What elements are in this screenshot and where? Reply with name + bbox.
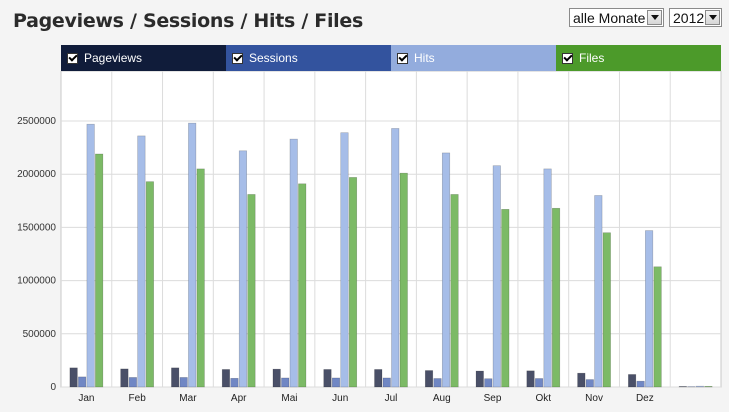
y-tick-label: 2500000	[17, 116, 56, 127]
legend-toggle-hits[interactable]: Hits	[391, 45, 556, 71]
bar-sessions	[433, 378, 442, 388]
bar-sessions	[636, 380, 645, 388]
chevron-down-icon[interactable]	[647, 10, 662, 25]
bar-chart: 0 500000 1000000 1500000 2000000 2500000 Jan Fe…	[17, 70, 722, 404]
chevron-down-icon[interactable]	[705, 10, 720, 25]
x-tick-label: Mar	[179, 393, 197, 404]
chart-legend: Pageviews Sessions Hits Files	[61, 45, 721, 71]
plot-background	[60, 70, 722, 388]
bar-hits	[137, 135, 146, 388]
bar-pageviews	[678, 386, 687, 388]
y-tick-label: 500000	[23, 329, 57, 340]
bar-files	[95, 153, 104, 388]
bar-pageviews	[171, 367, 180, 388]
bar-hits	[543, 168, 552, 388]
page-title: Pageviews / Sessions / Hits / Files	[13, 10, 363, 32]
bar-pageviews	[69, 367, 78, 388]
bar-hits	[594, 195, 603, 388]
bar-pageviews	[475, 370, 484, 388]
legend-toggle-files[interactable]: Files	[556, 45, 721, 71]
checkbox-checked-icon[interactable]	[397, 52, 408, 64]
x-tick-label: Jun	[332, 393, 348, 404]
bar-sessions	[484, 378, 493, 388]
month-select-value: alle Monate	[573, 9, 646, 26]
bar-pageviews	[577, 372, 586, 388]
bar-hits	[289, 138, 298, 388]
legend-label-sessions: Sessions	[249, 51, 298, 65]
legend-toggle-sessions[interactable]: Sessions	[226, 45, 391, 71]
x-tick-label: Nov	[585, 393, 603, 404]
bar-pageviews	[120, 368, 129, 388]
bar-files	[552, 207, 561, 388]
bar-sessions	[382, 377, 391, 388]
bar-pageviews	[628, 374, 637, 388]
x-tick-label: Aug	[433, 393, 451, 404]
x-tick-label: Apr	[231, 393, 247, 404]
bar-pageviews	[272, 368, 281, 388]
bar-pageviews	[221, 369, 230, 388]
x-tick-label: Sep	[484, 393, 502, 404]
y-tick-label: 0	[50, 382, 56, 393]
checkbox-checked-icon[interactable]	[562, 52, 573, 64]
bar-files	[247, 194, 256, 388]
chart-area: 0 500000 1000000 1500000 2000000 2500000 Jan Fe…	[0, 70, 729, 412]
bar-hits	[492, 165, 501, 388]
legend-label-pageviews: Pageviews	[84, 51, 143, 65]
bar-sessions	[331, 377, 341, 388]
x-tick-label: Feb	[129, 393, 147, 404]
x-tick-label: Jan	[78, 393, 94, 404]
bar-files	[348, 177, 358, 388]
bar-pageviews	[374, 369, 383, 388]
bar-hits	[188, 122, 197, 388]
y-tick-label: 2000000	[17, 169, 56, 180]
bar-hits	[645, 230, 654, 388]
bar-files	[653, 266, 662, 388]
bar-files	[298, 183, 307, 388]
month-select[interactable]: alle Monate	[569, 8, 664, 27]
bar-pageviews	[323, 369, 332, 388]
bar-files	[450, 194, 459, 388]
year-select-value: 2012	[673, 9, 705, 26]
bar-files	[196, 168, 205, 388]
y-tick-label: 1500000	[17, 222, 56, 233]
year-select[interactable]: 2012	[669, 8, 722, 27]
bar-files	[501, 209, 510, 388]
bar-pageviews	[424, 370, 434, 388]
checkbox-checked-icon[interactable]	[232, 52, 243, 64]
x-tick-label: Mai	[281, 393, 297, 404]
x-tick-label: Dez	[636, 393, 654, 404]
bar-files	[704, 386, 713, 388]
bar-sessions	[281, 377, 290, 388]
bar-sessions	[179, 377, 188, 388]
x-tick-label: Jul	[385, 393, 398, 404]
bar-files	[145, 181, 154, 388]
y-tick-label: 1000000	[17, 276, 56, 287]
bar-sessions	[78, 376, 87, 388]
filter-bar: alle Monate 2012	[569, 8, 722, 27]
legend-toggle-pageviews[interactable]: Pageviews	[61, 45, 226, 71]
bar-hits	[86, 123, 95, 388]
bar-hits	[695, 385, 704, 388]
bar-files	[602, 232, 611, 388]
x-tick-label: Okt	[536, 393, 552, 404]
bar-sessions	[230, 377, 239, 388]
bar-sessions	[585, 379, 594, 388]
bar-pageviews	[526, 370, 535, 388]
bar-hits	[238, 150, 247, 388]
legend-label-hits: Hits	[414, 51, 435, 65]
bar-hits	[340, 132, 349, 388]
bar-files	[399, 172, 408, 388]
bar-sessions	[128, 377, 137, 388]
legend-label-files: Files	[579, 51, 605, 65]
bar-hits	[391, 128, 400, 388]
bar-hits	[441, 152, 451, 388]
checkbox-checked-icon[interactable]	[67, 52, 78, 64]
bar-sessions	[535, 378, 544, 388]
